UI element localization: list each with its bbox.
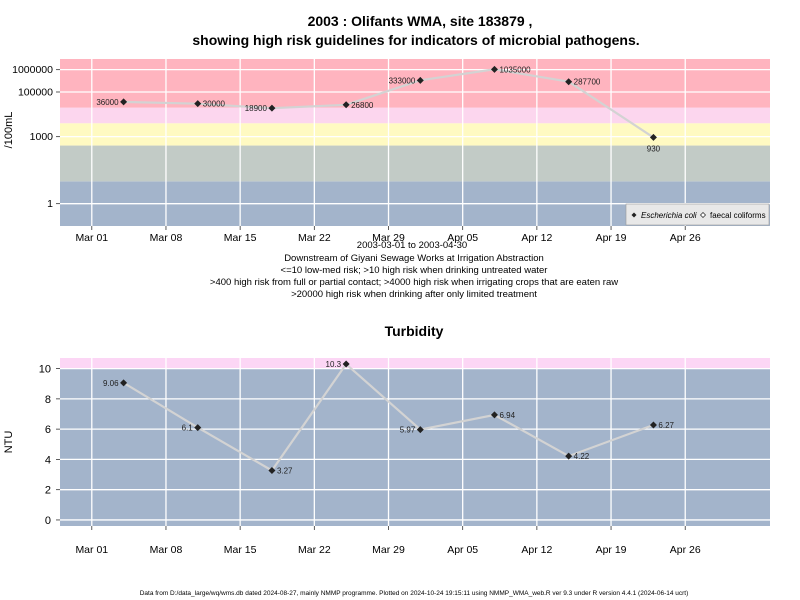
ecoli-value-label-1: 36000 [96, 98, 119, 107]
bottom-series-turbidity: 9.06 6.1 3.27 10.3 5.97 6.94 4.22 6.27 [103, 360, 675, 475]
ecoli-value-label-6: 1035000 [499, 65, 531, 74]
bottom-xtick-label-4: Mar 22 [298, 544, 331, 556]
ecoli-point-2 [194, 100, 202, 108]
turbidity-value-label-2: 6.1 [182, 424, 194, 433]
top-xtick-label-9: Apr 26 [670, 232, 701, 244]
bottom-y-axis-label: NTU [3, 431, 15, 454]
turbidity-point-8 [649, 421, 657, 429]
top-xtick-label-5: Mar 29 [372, 232, 405, 244]
turbidity-point-4 [342, 360, 350, 368]
ecoli-value-label-3: 18900 [245, 104, 268, 113]
top-xtick-label-4: Mar 22 [298, 232, 331, 244]
bottom-bands [60, 358, 770, 526]
turbidity-line [123, 362, 654, 472]
bottom-ytick-label-1: 0 [45, 515, 51, 527]
bottom-xtick-label-2: Mar 08 [150, 544, 183, 556]
turbidity-point-2 [194, 424, 202, 432]
top-xtick-label-2: Mar 08 [150, 232, 183, 244]
ecoli-point-1 [120, 98, 128, 106]
turbidity-band-1 [60, 368, 770, 526]
bottom-xtick-label-8: Apr 19 [596, 544, 627, 556]
turbidity-point-7 [565, 452, 573, 460]
bottom-xtick-label-9: Apr 26 [670, 544, 701, 556]
bottom-xtick-label-6: Apr 05 [447, 544, 478, 556]
ecoli-value-label-8: 930 [647, 144, 661, 153]
top-caption-4: >20000 high risk when drinking after onl… [291, 289, 537, 300]
turbidity-point-1 [120, 379, 128, 387]
top-ytick-label-2: 1000 [30, 131, 54, 143]
top-caption-3: >400 high risk from full or partial cont… [210, 277, 618, 288]
turbidity-value-label-7: 4.22 [574, 452, 590, 461]
ecoli-value-label-7: 287700 [574, 78, 601, 87]
top-xtick-label-3: Mar 15 [224, 232, 257, 244]
top-ytick-label-1: 1 [47, 198, 53, 210]
risk-band-4 [60, 107, 770, 124]
top-xtick-label-7: Apr 12 [521, 232, 552, 244]
legend-box [625, 203, 770, 226]
top-xtick-label-8: Apr 19 [596, 232, 627, 244]
bottom-chart: Turbidity Mar 01 Mar 08 Mar 15 Mar 22 Mar 29… [3, 323, 770, 556]
risk-band-5 [60, 59, 770, 108]
footer-note: Data from D:/data_large/wq/wms.db dated … [140, 590, 689, 597]
top-xtick-label-1: Mar 01 [75, 232, 108, 244]
ecoli-value-label-4: 26800 [351, 101, 374, 110]
bottom-chart-title: Turbidity [385, 323, 444, 339]
turbidity-value-label-1: 9.06 [103, 379, 119, 388]
top-xtick-label-6: Apr 05 [447, 232, 478, 244]
top-risk-bands [60, 59, 770, 226]
top-legend: Escherichia coli faecal coliforms [625, 203, 770, 226]
legend-ecoli-marker [631, 212, 637, 218]
ecoli-point-6 [490, 65, 498, 73]
top-x-axis: Mar 01 Mar 08 Mar 15 Mar 22 Mar 29 Apr 05 Apr … [75, 226, 701, 244]
legend-faecal-label: faecal coliforms [710, 211, 766, 220]
bottom-xtick-label-3: Mar 15 [224, 544, 257, 556]
bottom-grid [60, 358, 770, 526]
bottom-ytick-label-3: 4 [45, 454, 51, 466]
bottom-xtick-label-5: Mar 29 [372, 544, 405, 556]
turbidity-value-label-4: 10.3 [326, 360, 342, 369]
top-ytick-label-4: 1000000 [12, 64, 53, 76]
top-y-axis-label: /100mL [3, 112, 15, 149]
bottom-x-axis: Mar 01 Mar 08 Mar 15 Mar 22 Mar 29 Apr 05 Apr … [75, 526, 701, 556]
turbidity-value-label-3: 3.27 [277, 466, 293, 475]
legend-ecoli-label: Escherichia coli [641, 211, 697, 220]
ecoli-point-4 [342, 101, 350, 109]
risk-band-3 [60, 123, 770, 146]
bottom-ytick-label-6: 10 [39, 364, 51, 376]
ecoli-point-3 [268, 104, 276, 112]
ecoli-value-label-5: 333000 [389, 76, 416, 85]
top-caption-2: <=10 low-med risk; >10 high risk when dr… [281, 265, 548, 276]
top-chart-title-line1: 2003 : Olifants WMA, site 183879 , [308, 13, 533, 29]
top-chart-title-line2: showing high risk guidelines for indicat… [192, 32, 639, 48]
ecoli-value-label-2: 30000 [203, 100, 226, 109]
top-ytick-label-3: 100000 [18, 86, 53, 98]
bottom-ytick-label-2: 2 [45, 485, 51, 497]
ecoli-point-8 [649, 133, 657, 141]
turbidity-value-label-6: 6.94 [499, 411, 515, 420]
top-y-axis: 1 1000 100000 1000000 [12, 64, 60, 210]
top-chart: 2003 : Olifants WMA, site 183879 , showi… [3, 13, 770, 300]
turbidity-value-label-8: 6.27 [658, 421, 674, 430]
risk-band-2 [60, 145, 770, 182]
ecoli-point-7 [565, 78, 573, 86]
top-series-ecoli: 36000 30000 18900 26800 333000 1035000 287700 9… [96, 65, 660, 153]
turbidity-point-5 [416, 426, 424, 434]
turbidity-value-label-5: 5.97 [400, 426, 416, 435]
legend-faecal-marker [700, 212, 706, 218]
bottom-ytick-label-5: 8 [45, 394, 51, 406]
top-caption-1: Downstream of Giyani Sewage Works at Irr… [284, 253, 544, 264]
bottom-y-axis: 0 2 4 6 8 10 [39, 364, 60, 527]
turbidity-point-3 [268, 466, 276, 474]
turbidity-point-6 [490, 411, 498, 419]
ecoli-line [123, 68, 655, 139]
bottom-xtick-label-1: Mar 01 [75, 544, 108, 556]
bottom-xtick-label-7: Apr 12 [521, 544, 552, 556]
ecoli-point-5 [416, 76, 424, 84]
bottom-ytick-label-4: 6 [45, 424, 51, 436]
top-date-range: 2003-03-01 to 2003-04-30 [357, 240, 467, 251]
turbidity-band-2 [60, 358, 770, 369]
